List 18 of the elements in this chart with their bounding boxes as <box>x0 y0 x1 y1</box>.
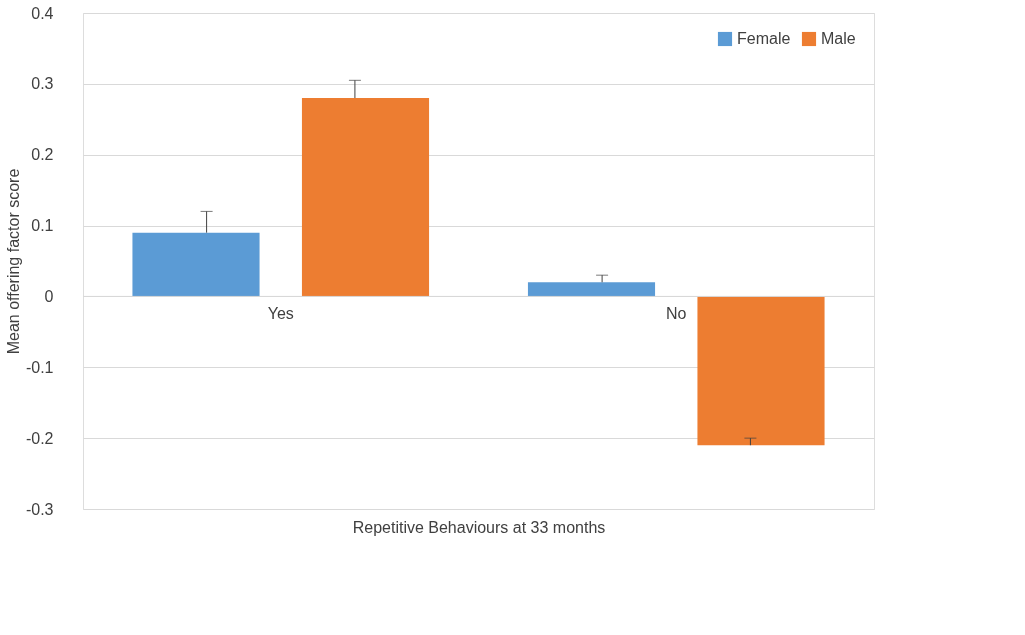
x-tick-label: No <box>666 305 687 323</box>
bar <box>301 98 430 297</box>
y-tick-label: -0.3 <box>25 500 54 518</box>
legend-label: Male <box>821 30 856 47</box>
y-tick-label: 0 <box>44 287 54 305</box>
x-axis-title: Repetitive Behaviours at 33 months <box>352 518 606 536</box>
bar <box>697 296 825 446</box>
bar <box>527 282 656 297</box>
y-tick-label: -0.2 <box>25 429 54 447</box>
y-tick-label: 0.2 <box>31 146 54 164</box>
y-tick-label: 0.4 <box>31 4 54 22</box>
y-axis-title: Mean offering factor score <box>4 168 22 355</box>
bar <box>132 232 260 297</box>
legend-label: Female <box>737 30 791 47</box>
y-tick-label: 0.3 <box>31 75 54 93</box>
y-tick-label: -0.1 <box>25 358 54 376</box>
x-tick-label: Yes <box>267 305 294 323</box>
y-tick-label: 0.1 <box>31 217 54 235</box>
